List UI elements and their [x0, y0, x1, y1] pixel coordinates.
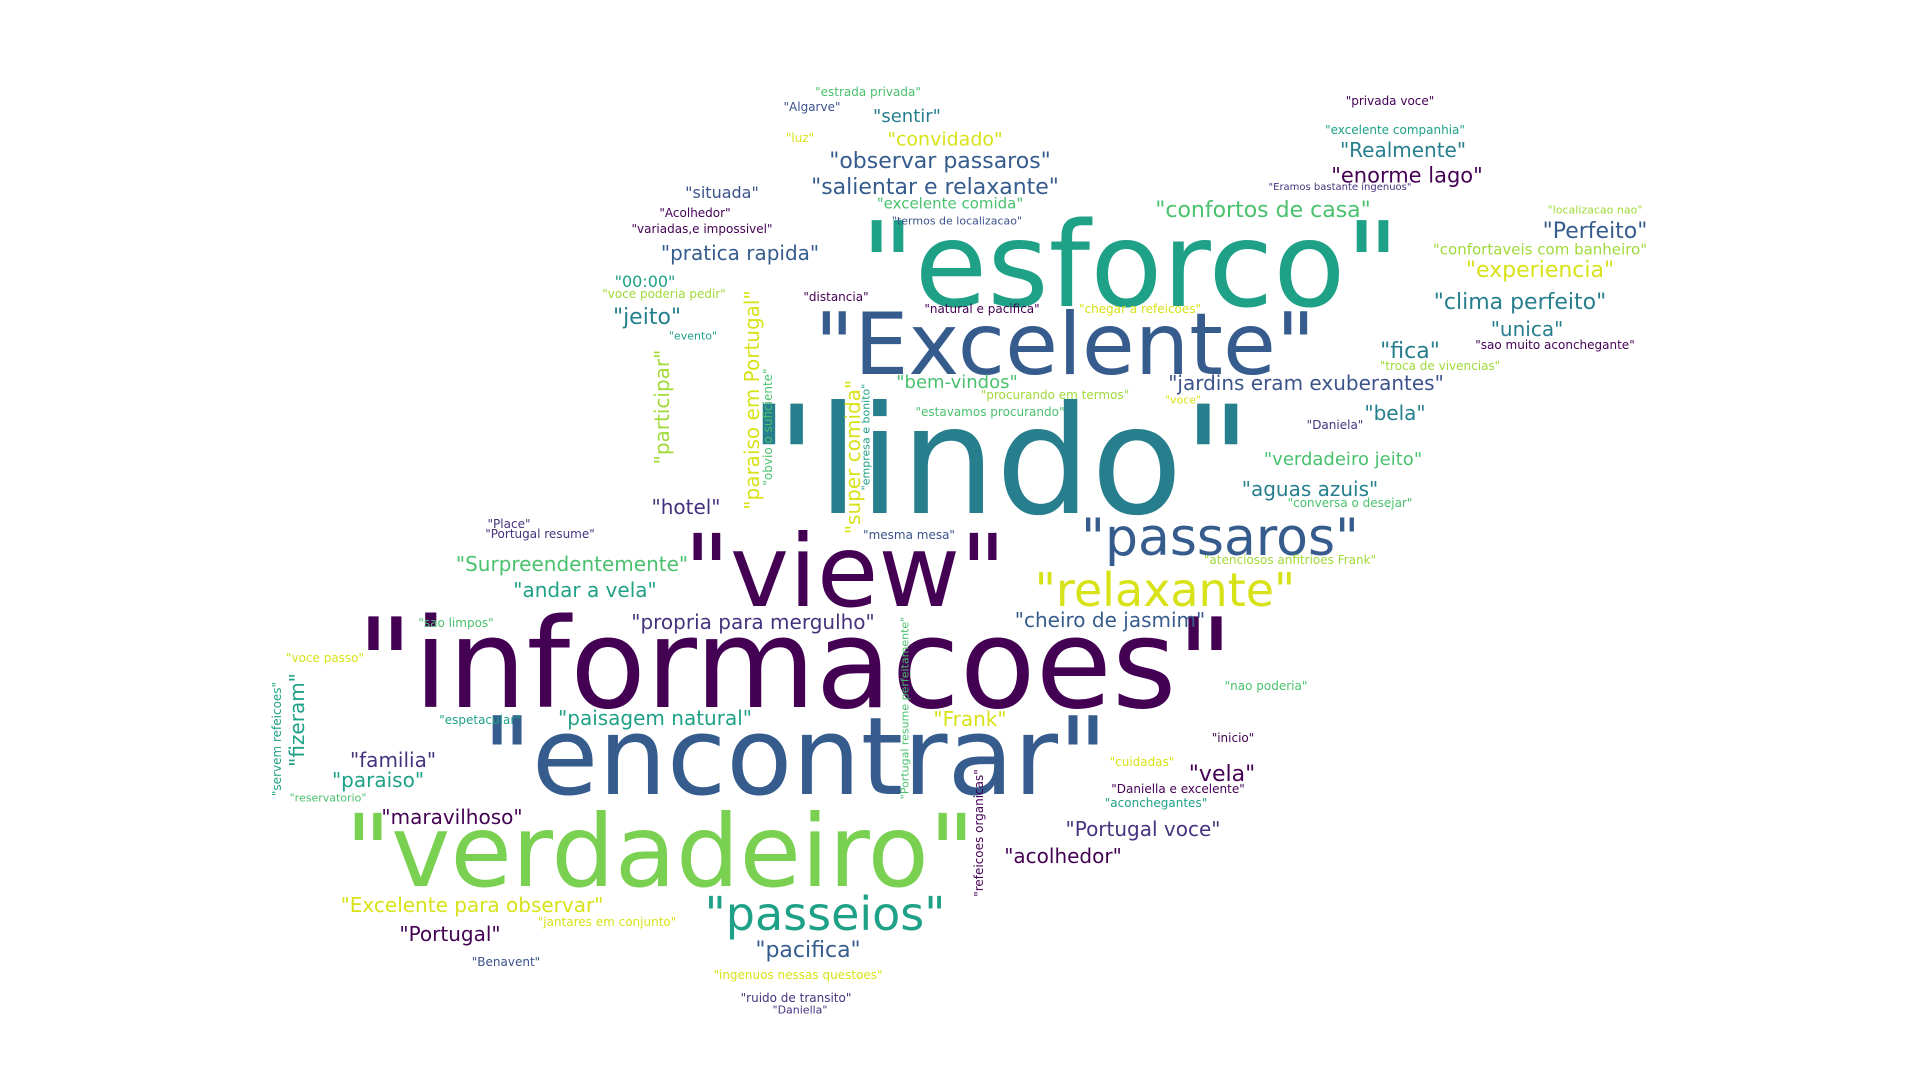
word-andar-a-vela: "andar a vela" [513, 578, 657, 602]
word-reservatorio: "reservatorio" [289, 791, 367, 805]
word-participar: "participar" [650, 349, 674, 465]
word-algarve: "Algarve" [783, 100, 841, 114]
word-situada: "situada" [685, 183, 759, 202]
word-servem-refeicoes: "servem refeicoes" [270, 681, 284, 797]
word-excelente: "Excelente" [814, 295, 1316, 395]
word-paraiso-em-portugal: "paraiso em Portugal" [740, 290, 764, 510]
word-surpreendentemente: "Surpreendentemente" [455, 552, 689, 576]
word-vela: "vela" [1188, 762, 1256, 787]
word-conversa-o-desejar: "conversa o desejar" [1287, 496, 1413, 510]
word-hora: "00:00" [614, 272, 676, 291]
word-pacifica: "pacifica" [755, 938, 861, 963]
word-salientar-e-relaxante: "salientar e relaxante" [811, 175, 1059, 200]
word-observar-passaros: "observar passaros" [829, 149, 1051, 174]
word-refeicoes-organicas: "refeicoes organicas" [972, 769, 986, 897]
word-variadas-e-impossivel: "variadas,e impossivel" [631, 222, 773, 236]
word-cheiro-de-jasmim: "cheiro de jasmim" [1014, 608, 1206, 632]
word-sao-muito-aconchegante: "sao muito aconchegante" [1475, 338, 1635, 352]
word-daniella: "Daniella" [772, 1003, 828, 1017]
word-portugal-resume-perfeitamente: "Portugal resume perfeitamente" [898, 616, 912, 800]
word-acolhedor-small: "Acolhedor" [659, 206, 731, 220]
word-familia: "familia" [349, 748, 437, 772]
word-mesma-mesa: "mesma mesa" [863, 528, 955, 542]
word-realmente: "Realmente" [1339, 138, 1467, 162]
word-perfeito: "Perfeito" [1542, 219, 1648, 244]
word-aconchegantes: "aconchegantes" [1104, 796, 1208, 810]
word-view: "view" [683, 513, 1007, 630]
word-relaxante: "relaxante" [1034, 563, 1296, 617]
word-passaros: "passaros" [1081, 508, 1359, 568]
word-fizeram: "fizeram" [285, 673, 309, 767]
word-termos-de-localizacao: "termos de localizacao" [891, 214, 1023, 228]
word-procurando-em-termos: "procurando em termos" [980, 388, 1130, 402]
word-estrada-privada: "estrada privada" [815, 85, 921, 99]
word-pratica-rapida: "pratica rapida" [660, 241, 820, 265]
word-obvio-o-suficiente: "obvio o suficiente" [761, 368, 775, 486]
word-privada-voce: "privada voce" [1345, 94, 1435, 108]
word-verdadeiro-jeito: "verdadeiro jeito" [1263, 449, 1423, 470]
word-voce-poderia-pedir: "voce poderia pedir" [602, 287, 726, 301]
word-benavent: "Benavent" [471, 955, 541, 969]
word-espetacular: "espetacular" [439, 713, 521, 727]
word-confortos-de-casa: "confortos de casa" [1155, 198, 1371, 223]
word-clima-perfeito: "clima perfeito" [1433, 290, 1607, 315]
word-acolhedor: "acolhedor" [1004, 844, 1122, 868]
word-daniela: "Daniela" [1306, 418, 1364, 432]
word-paraiso: "paraiso" [331, 768, 425, 792]
word-evento: "evento" [668, 329, 718, 343]
word-cuidadas: "cuidadas" [1109, 755, 1175, 769]
word-sentir: "sentir" [873, 106, 941, 127]
word-portugal-resume: "Portugal resume" [485, 527, 595, 541]
word-fica: "fica" [1380, 339, 1440, 364]
word-chegar-a-refeicoes: "chegar a refeicoes" [1078, 302, 1202, 316]
word-convidado: "convidado" [887, 128, 1003, 151]
word-ruido-de-transito: "ruido de transito" [740, 991, 852, 1005]
word-portugal-voce: "Portugal voce" [1065, 817, 1221, 841]
word-atenciosos-anfitrioes-frank: "atenciosos anfitrioes Frank" [1203, 553, 1377, 567]
word-sao-limpos: "sao limpos" [418, 616, 494, 630]
word-excelente-para-observar: "Excelente para observar" [340, 893, 604, 917]
word-ingenuos-nessas-questoes: "ingenuos nessas questoes" [713, 968, 883, 982]
word-localizacao-nao: "localizacao nao" [1547, 203, 1643, 217]
word-natural-e-pacifica: "natural e pacifica" [924, 302, 1040, 316]
word-voce: "voce" [1164, 393, 1202, 407]
word-experiencia: "experiencia" [1465, 258, 1615, 283]
word-enorme-lago: "enorme lago" [1331, 163, 1483, 188]
word-empresa-e-bonito: "empresa e bonito" [859, 383, 873, 491]
word-jantares-em-conjunto: "jantares em conjunto" [537, 915, 677, 929]
word-daniella-e-excelente: "Daniella e excelente" [1111, 782, 1245, 796]
word-encontrar: "encontrar" [482, 695, 1108, 820]
word-excelente-companhia: "excelente companhia" [1325, 123, 1465, 137]
word-bem-vindos: "bem-vindos" [896, 372, 1018, 393]
word-confortaveis-com-banheiro: "confortaveis com banheiro" [1432, 240, 1648, 259]
word-excelente-comida: "excelente comida" [876, 194, 1024, 213]
word-place: "Place" [487, 517, 531, 531]
word-lindo: "lindo" [748, 375, 1252, 549]
word-portugal: "Portugal" [399, 922, 501, 946]
word-verdadeiro: "verdadeiro" [345, 793, 975, 910]
word-bela: "bela" [1364, 401, 1426, 425]
word-paisagem-natural: "paisagem natural" [558, 706, 752, 730]
word-jeito: "jeito" [612, 305, 682, 330]
word-esforco: "esforco" [860, 196, 1400, 334]
word-inicio: "inicio" [1211, 731, 1255, 745]
word-unica: "unica" [1490, 317, 1564, 341]
word-aguas-azuis: "aguas azuis" [1241, 477, 1379, 501]
word-eramos-bastante-ingenuos: "Eramos bastante ingenuos" [1268, 182, 1412, 193]
word-frank: "Frank" [933, 707, 1007, 731]
word-propria-para-mergulho: "propria para mergulho" [631, 610, 875, 634]
word-maravilhoso: "maravilhoso" [381, 805, 523, 829]
word-passeios: "passeios" [704, 887, 946, 941]
word-estavamos-procurando: "estavamos procurando" [915, 405, 1065, 419]
word-hotel: "hotel" [651, 495, 721, 519]
word-distancia: "distancia" [803, 290, 869, 304]
word-troca-de-vivencias: "troca de vivencias" [1379, 359, 1501, 373]
word-voce-passo: "voce passo" [285, 651, 365, 665]
word-informacoes: "informacoes" [356, 593, 1234, 737]
word-jardins-eram-exuberantes: "jardins eram exuberantes" [1168, 371, 1444, 395]
word-nao-poderia: "nao poderia" [1224, 679, 1308, 693]
word-luz: "luz" [785, 131, 815, 145]
